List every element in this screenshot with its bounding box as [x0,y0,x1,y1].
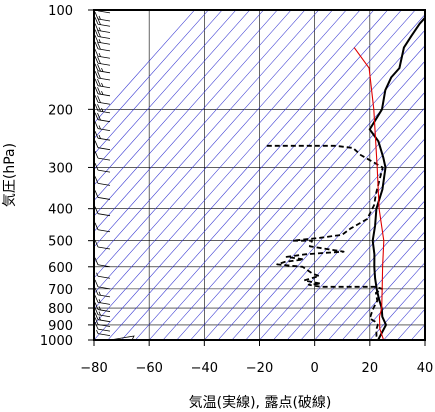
wind-barb [96,329,111,337]
wind-barb [94,190,111,200]
y-tick-label: 300 [48,161,73,176]
wind-barb [94,78,111,89]
y-tick-label: 700 [48,283,73,298]
y-tick-label: 100 [48,4,73,19]
wind-barb [94,131,111,141]
dewpoint-line [266,144,384,340]
y-tick-label: 600 [48,261,73,276]
wind-barb [94,23,111,33]
isotherm-line [94,10,306,248]
wind-barb [94,307,111,318]
wind-barb-layer [94,10,135,340]
x-tick-label: 20 [362,361,379,376]
x-tick-label: −40 [191,361,218,376]
isotherm-line [94,10,375,325]
wind-barb [97,10,111,14]
wind-barb [94,206,111,217]
wind-barb [94,176,111,186]
isotherm-line [94,10,250,186]
parcel-line [353,47,385,340]
isotherm-line [94,10,319,263]
wind-barb [94,239,111,250]
y-tick-label: 400 [48,203,73,218]
isotherm-line [342,246,425,340]
wind-barb [94,56,111,66]
wind-barb [94,103,111,114]
wind-barb [94,287,111,298]
isotherm-line [94,10,223,155]
isotherm-line [286,184,425,340]
wind-barb [94,321,111,332]
isotherm-line [94,10,388,340]
isotherm-line [190,76,425,340]
wind-barb [94,150,111,161]
x-tick-label: 0 [311,361,319,376]
y-tick-label: 800 [48,302,73,317]
wind-barb [94,41,111,52]
x-axis-ticks: −80 −60 −40 −20 0 20 40 [80,340,433,376]
wind-barb [94,140,111,151]
isotherm-line [94,10,195,124]
isotherm-line [135,14,425,340]
isotherm-line [355,262,425,340]
wind-barb [94,86,111,97]
isotherm-line [94,10,237,170]
isotherm-line [369,277,425,340]
wind-barb [94,162,111,173]
isotherm-line [204,91,425,340]
wind-barb [94,302,111,312]
wind-barb [94,317,111,327]
series-layer [266,16,425,340]
y-axis-title: 気圧(hPa) [2,143,18,207]
y-tick-label: 200 [48,103,73,118]
wind-barb [94,95,111,105]
y-tick-label: 1000 [40,334,73,349]
isotherm-line [94,10,347,294]
isotherm-line [176,60,425,340]
y-tick-label: 900 [48,319,73,334]
wind-barb [94,295,111,305]
isotherm-line [94,10,209,139]
wind-barb [94,29,111,39]
isotherm-layer [94,10,425,340]
wind-barb [96,272,111,279]
wind-barb [94,112,111,123]
wind-barb [94,279,111,290]
isotherm-line [94,10,333,279]
isotherm-line [94,10,264,201]
x-tick-label: −20 [246,361,273,376]
isotherm-line [231,122,425,340]
isotherm-line [245,138,425,340]
isotherm-line [107,10,402,340]
temperature-line [368,16,425,340]
isotherm-line [273,169,425,340]
x-tick-label: −60 [135,361,162,376]
wind-barb [94,35,111,45]
surface-wind-barb [109,335,135,340]
isotherm-line [162,45,425,340]
wind-barb [94,222,111,233]
isotherm-line [94,10,278,217]
wind-barb [94,312,111,323]
x-tick-label: −80 [80,361,107,376]
wind-barb [94,121,111,132]
isotherm-line [94,10,292,232]
wind-barb [94,17,111,27]
isotherm-line [300,200,425,340]
y-tick-label: 500 [48,235,73,250]
wind-barb [94,63,111,74]
wind-barb [94,70,111,81]
isotherm-line [314,215,425,340]
isotherm-line [148,29,425,340]
wind-barb [94,49,111,59]
isotherm-line [217,107,425,340]
x-tick-label: 40 [417,361,434,376]
wind-barb [94,257,111,268]
x-axis-title: 気温(実線), 露点(破線) [189,395,332,411]
isotherm-line [94,10,361,310]
isotherm-line [328,231,425,340]
